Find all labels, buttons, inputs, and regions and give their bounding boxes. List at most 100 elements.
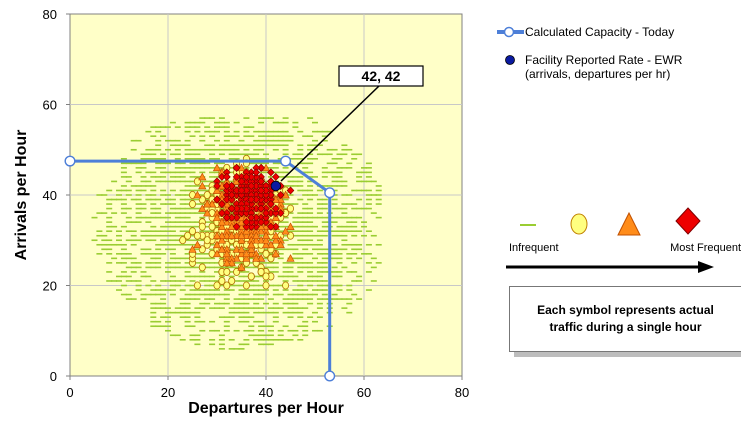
yellow-point <box>193 281 201 290</box>
legend-most-frequent-label: Most Frequent <box>670 242 741 254</box>
yellow-point <box>184 231 192 240</box>
capacity-line <box>70 159 332 376</box>
red-point <box>242 222 251 231</box>
orange-point <box>217 245 227 253</box>
orange-point <box>237 231 246 240</box>
orange-point <box>222 258 231 267</box>
yellow-point <box>262 249 270 258</box>
red-point <box>257 218 265 227</box>
yellow-point <box>257 267 265 276</box>
orange-point <box>286 254 295 262</box>
yellow-point <box>262 281 270 290</box>
y-tick-label: 60 <box>43 98 57 113</box>
orange-point <box>217 222 227 230</box>
red-point <box>267 200 275 209</box>
yellow-point <box>218 276 226 285</box>
y-tick-label: 80 <box>43 7 57 22</box>
red-point <box>276 190 285 200</box>
red-point <box>271 209 280 218</box>
orange-point <box>237 249 246 258</box>
orange-point <box>247 249 256 258</box>
yellow-point <box>242 281 250 290</box>
legend-capacity-label: Calculated Capacity - Today <box>525 25 674 39</box>
legend-facility: Facility Reported Rate - EWR (arrivals, … <box>505 53 683 81</box>
capacity-point <box>280 155 292 167</box>
orange-point <box>217 217 227 226</box>
yellow-point <box>179 236 187 245</box>
orange-point <box>222 249 231 258</box>
capacity-curve <box>64 155 336 382</box>
orange-point <box>256 254 266 262</box>
orange-point <box>217 231 227 240</box>
orange-point <box>281 226 290 235</box>
orange-point <box>261 240 271 249</box>
y-axis-ticks: 0 20 40 60 80 <box>43 7 70 384</box>
orange-point <box>193 190 202 199</box>
red-point <box>267 168 275 177</box>
orange-point <box>242 226 251 235</box>
yellow-point <box>188 200 196 209</box>
y-tick-label: 20 <box>43 279 57 294</box>
x-tick-label: 0 <box>66 385 73 400</box>
red-point <box>227 195 236 204</box>
red-point <box>232 222 241 231</box>
orange-point <box>276 195 285 203</box>
red-point <box>222 213 231 222</box>
yellow-point <box>282 281 290 290</box>
orange-point <box>232 245 241 253</box>
red-point <box>227 204 236 213</box>
yellow-point <box>213 281 221 290</box>
x-tick-label: 40 <box>259 385 273 400</box>
orange-point <box>242 231 251 240</box>
yellow-point <box>198 263 206 272</box>
frequency-legend: Infrequent Most Frequent <box>506 207 741 273</box>
yellow-point <box>223 281 231 290</box>
red-point <box>262 209 270 218</box>
orange-point <box>217 236 227 244</box>
symbol-note: Each symbol represents actual traffic du… <box>509 286 741 352</box>
orange-point <box>271 236 280 244</box>
red-point <box>262 190 270 200</box>
legend-infrequent-label: Infrequent <box>509 242 559 254</box>
orange-point <box>247 240 256 249</box>
callout-leader <box>280 85 380 182</box>
yellow-point <box>188 227 196 236</box>
orange-point <box>212 231 222 240</box>
orange-point <box>212 240 222 249</box>
red-point <box>222 181 231 190</box>
orange-point <box>227 231 236 240</box>
yellow-point <box>203 190 211 199</box>
traffic-points <box>91 117 382 350</box>
orange-point <box>198 172 207 181</box>
red-point <box>247 195 256 204</box>
orange-point <box>198 181 207 190</box>
yellow-point <box>193 231 201 240</box>
red-point <box>271 204 280 213</box>
capacity-point <box>324 370 336 382</box>
x-axis-title: Departures per Hour <box>188 400 344 417</box>
orange-point <box>271 249 280 258</box>
orange-point <box>266 240 276 249</box>
orange-point <box>212 186 222 194</box>
red-point <box>247 181 256 190</box>
orange-point <box>237 245 246 253</box>
yellow-point <box>223 267 231 276</box>
red-point <box>232 172 241 181</box>
y-tick-label: 0 <box>50 369 57 384</box>
legend-capacity: Calculated Capacity - Today <box>497 25 674 39</box>
orange-point <box>252 231 261 240</box>
yellow-point <box>228 276 236 285</box>
orange-point <box>256 236 266 244</box>
legend-circle-symbol <box>570 213 588 235</box>
legend-facility-label: Facility Reported Rate - EWR <box>525 53 683 67</box>
x-tick-label: 80 <box>455 385 469 400</box>
red-point <box>247 213 256 222</box>
orange-point <box>212 163 222 172</box>
red-point <box>262 213 270 222</box>
legend-diamond-symbol <box>675 207 701 235</box>
orange-point <box>203 199 212 208</box>
orange-point <box>247 245 256 253</box>
red-point <box>242 218 251 227</box>
orange-point <box>252 254 261 262</box>
red-point <box>257 177 265 186</box>
